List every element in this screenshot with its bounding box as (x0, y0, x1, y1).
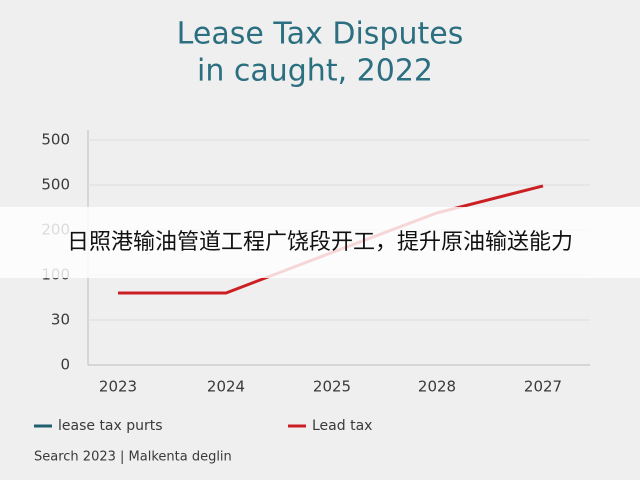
y-tick-label: 0 (60, 356, 70, 374)
x-tick-label: 2027 (524, 378, 562, 396)
chart-title: in caught, 2022 (197, 54, 433, 89)
legend-label: lease tax purts (58, 418, 163, 434)
y-tick-label: 500 (41, 131, 70, 149)
x-tick-label: 2025 (313, 378, 351, 396)
x-tick-label: 2028 (418, 378, 456, 396)
banner-bg (0, 207, 640, 278)
chart-title: Lease Tax Disputes (177, 17, 464, 52)
x-tick-label: 2023 (99, 378, 137, 396)
y-tick-label: 500 (41, 176, 70, 194)
y-tick-label: 30 (51, 311, 70, 329)
x-tick-label: 2024 (207, 378, 245, 396)
banner: 日照港输油管道工程广饶段开工，提升原油输送能力 (67, 230, 573, 255)
source: Search 2023 | Malkenta deglin (34, 450, 232, 465)
legend-label: Lead tax (312, 418, 372, 434)
